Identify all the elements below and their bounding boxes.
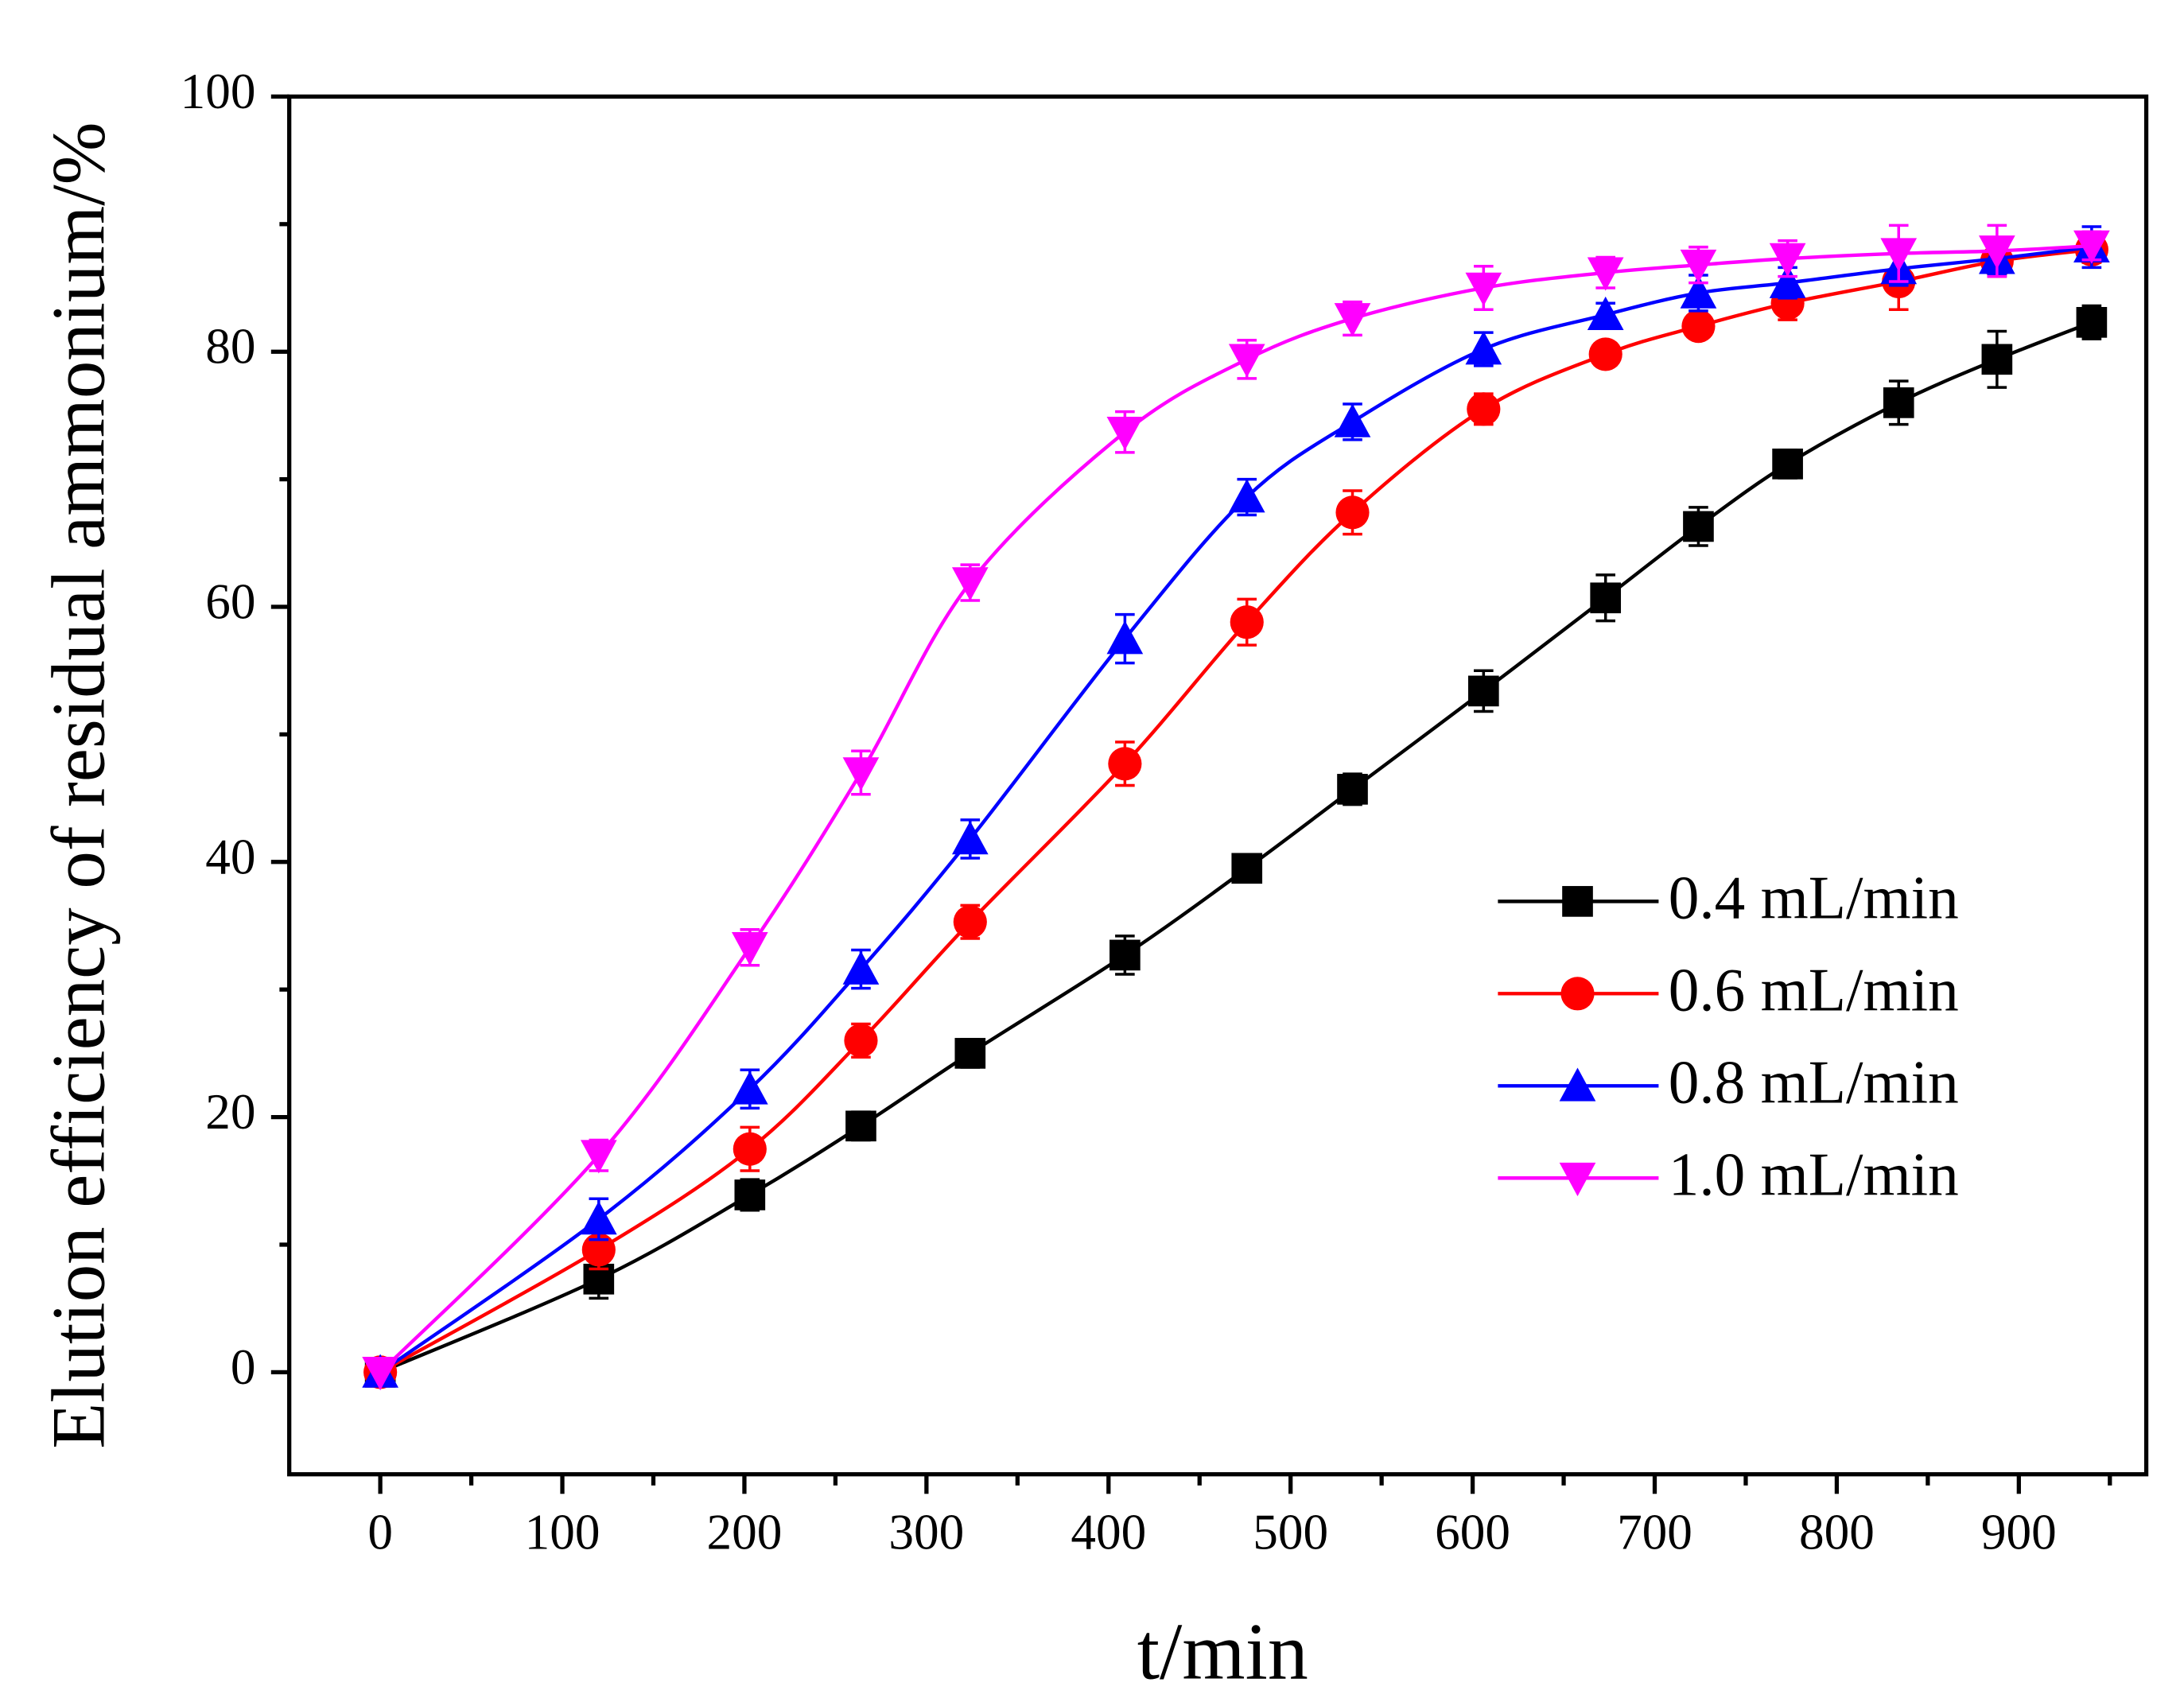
x-tick-label: 0: [367, 1504, 393, 1560]
marker: [1108, 747, 1142, 781]
marker: [1588, 337, 1622, 371]
marker: [1467, 392, 1501, 426]
y-tick-label: 60: [205, 574, 255, 630]
marker: [1468, 675, 1499, 707]
x-tick-label: 800: [1799, 1504, 1875, 1560]
marker: [1769, 243, 1806, 277]
marker: [1680, 274, 1717, 309]
marker: [1231, 853, 1263, 884]
y-axis-label: Elution efficiency of residual ammonium/…: [37, 122, 121, 1448]
series-line: [379, 321, 2093, 1374]
marker: [2073, 230, 2110, 264]
marker: [951, 567, 989, 601]
marker: [1106, 620, 1144, 655]
x-tick-label: 700: [1617, 1504, 1692, 1560]
marker: [581, 1233, 616, 1267]
marker: [1106, 416, 1144, 451]
y-tick-label: 40: [205, 829, 255, 884]
legend-marker: [1560, 977, 1595, 1011]
marker: [1587, 257, 1624, 291]
marker: [1334, 303, 1371, 337]
x-tick-label: 200: [707, 1504, 783, 1560]
marker: [1109, 939, 1141, 971]
marker: [1683, 511, 1714, 542]
marker: [842, 950, 880, 985]
marker: [733, 1132, 767, 1166]
x-tick-label: 500: [1253, 1504, 1328, 1560]
legend-label: 0.8 mL/min: [1669, 1048, 1959, 1117]
marker: [1979, 235, 2015, 270]
marker: [845, 1110, 876, 1142]
marker: [844, 1024, 878, 1058]
marker: [951, 821, 989, 855]
legend: 0.4 mL/min 0.6 mL/min 0.8 mL/min 1.0 mL/min: [1498, 864, 1959, 1208]
legend-label: 1.0 mL/min: [1669, 1140, 1959, 1208]
plot-frame: [287, 94, 2149, 1477]
marker: [362, 1357, 398, 1391]
marker: [954, 1038, 986, 1069]
marker: [1772, 449, 1803, 480]
marker: [1681, 309, 1716, 344]
marker: [734, 1179, 766, 1210]
marker: [1883, 387, 1914, 418]
marker: [1337, 774, 1368, 805]
marker: [1981, 344, 2013, 375]
marker: [1587, 296, 1624, 331]
marker: [1228, 344, 1265, 378]
marker: [1465, 272, 1502, 306]
marker: [731, 931, 768, 966]
marker: [1465, 331, 1502, 365]
marker: [1228, 479, 1265, 513]
x-tick-label: 600: [1435, 1504, 1510, 1560]
marker: [731, 1070, 768, 1105]
y-tick-label: 100: [181, 64, 256, 119]
legend-marker: [1559, 1162, 1596, 1197]
legend-marker: [1562, 886, 1593, 917]
marker: [1680, 249, 1717, 283]
marker: [1335, 495, 1370, 530]
marker: [1590, 582, 1622, 614]
marker: [1334, 403, 1371, 437]
marker: [953, 905, 987, 939]
legend-marker: [1559, 1067, 1596, 1102]
y-tick-label: 20: [205, 1084, 255, 1140]
marker: [1769, 264, 1806, 298]
marker: [580, 1201, 617, 1235]
y-tick-label: 80: [205, 319, 255, 375]
x-axis-label: t/min: [1137, 1607, 1308, 1697]
x-tick-label: 100: [525, 1504, 600, 1560]
x-tick-label: 300: [888, 1504, 964, 1560]
y-tick-label: 0: [231, 1339, 256, 1395]
x-tick-label: 900: [1981, 1504, 2057, 1560]
marker: [580, 1140, 617, 1174]
x-tick-label: 400: [1071, 1504, 1146, 1560]
marker: [2076, 306, 2108, 338]
marker: [1880, 238, 1918, 272]
marker: [1230, 605, 1264, 639]
marker: [842, 757, 880, 791]
legend-label: 0.6 mL/min: [1669, 956, 1959, 1024]
legend-label: 0.4 mL/min: [1669, 864, 1959, 932]
